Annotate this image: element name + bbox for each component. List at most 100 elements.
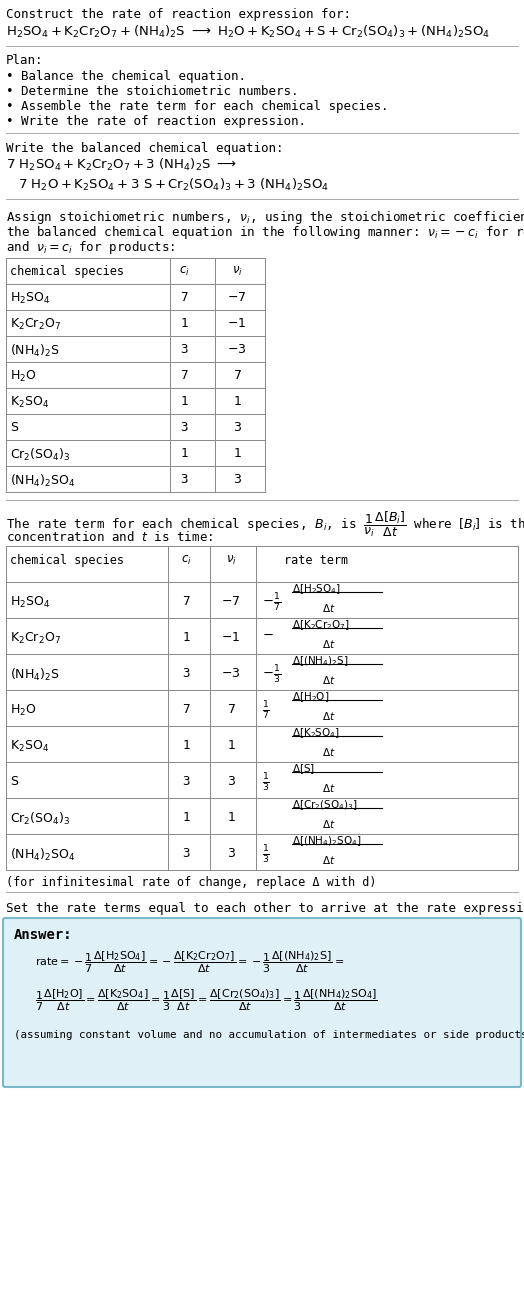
Text: $3$: $3$ [226, 848, 235, 861]
Text: $c_i$: $c_i$ [181, 554, 191, 567]
Text: 3: 3 [182, 848, 190, 861]
Text: $\mathrm{H_2SO_4}$: $\mathrm{H_2SO_4}$ [10, 594, 50, 610]
Text: 7: 7 [182, 594, 190, 607]
Text: chemical species: chemical species [10, 554, 124, 567]
Text: $-7$: $-7$ [227, 291, 247, 304]
Text: $\mathrm{7\ H_2O + K_2SO_4 + 3\ S + Cr_2(SO_4)_3 + 3\ (NH_4)_2SO_4}$: $\mathrm{7\ H_2O + K_2SO_4 + 3\ S + Cr_2… [18, 177, 329, 193]
Text: 3: 3 [182, 667, 190, 680]
Text: 1: 1 [180, 317, 188, 330]
Text: $3$: $3$ [233, 472, 242, 485]
Text: 1: 1 [182, 739, 190, 752]
Text: $1$: $1$ [226, 739, 235, 752]
Text: $\Delta t$: $\Delta t$ [322, 781, 335, 794]
Text: • Assemble the rate term for each chemical species.: • Assemble the rate term for each chemic… [6, 100, 388, 113]
Text: $\mathrm{Cr_2(SO_4)_3}$: $\mathrm{Cr_2(SO_4)_3}$ [10, 811, 70, 827]
Text: $\nu_i$: $\nu_i$ [226, 554, 236, 567]
Text: $\mathrm{H_2SO_4}$: $\mathrm{H_2SO_4}$ [10, 291, 50, 306]
Text: Answer:: Answer: [14, 928, 73, 942]
Text: $\Delta[\mathrm{S}]$: $\Delta[\mathrm{S}]$ [292, 762, 315, 776]
Text: $\Delta t$: $\Delta t$ [322, 710, 335, 722]
Text: $\frac{1}{7}$: $\frac{1}{7}$ [262, 700, 270, 722]
Text: $\mathrm{(NH_4)_2S}$: $\mathrm{(NH_4)_2S}$ [10, 667, 60, 683]
Text: $\Delta t$: $\Delta t$ [322, 602, 335, 614]
Text: $-3$: $-3$ [221, 667, 241, 680]
Text: $-1$: $-1$ [227, 317, 247, 330]
Text: $\ $: $\ $ [262, 807, 264, 822]
Text: • Determine the stoichiometric numbers.: • Determine the stoichiometric numbers. [6, 84, 299, 99]
Text: $\Delta[\mathrm{K_2SO_4}]$: $\Delta[\mathrm{K_2SO_4}]$ [292, 726, 340, 740]
Text: and $\nu_i = c_i$ for products:: and $\nu_i = c_i$ for products: [6, 239, 175, 256]
Text: concentration and $t$ is time:: concentration and $t$ is time: [6, 530, 213, 544]
Text: $c_i$: $c_i$ [179, 265, 189, 278]
Text: $-\frac{1}{7}$: $-\frac{1}{7}$ [262, 592, 281, 614]
Text: The rate term for each chemical species, $B_i$, is $\dfrac{1}{\nu_i}\dfrac{\Delt: The rate term for each chemical species,… [6, 510, 524, 539]
Text: $\mathrm{(NH_4)_2SO_4}$: $\mathrm{(NH_4)_2SO_4}$ [10, 472, 75, 489]
Text: $-$: $-$ [262, 628, 274, 641]
Text: 1: 1 [182, 811, 190, 824]
Text: $\Delta[\mathrm{Cr_2(SO_4)_3}]$: $\Delta[\mathrm{Cr_2(SO_4)_3}]$ [292, 798, 358, 811]
Text: (assuming constant volume and no accumulation of intermediates or side products): (assuming constant volume and no accumul… [14, 1031, 524, 1040]
Text: Plan:: Plan: [6, 55, 43, 67]
Text: $\mathrm{S}$: $\mathrm{S}$ [10, 421, 19, 434]
Text: 3: 3 [180, 343, 188, 356]
Text: $\Delta t$: $\Delta t$ [322, 854, 335, 866]
Text: Write the balanced chemical equation:: Write the balanced chemical equation: [6, 141, 283, 154]
Text: $\frac{1}{3}$: $\frac{1}{3}$ [262, 844, 270, 866]
Text: $3$: $3$ [226, 775, 235, 788]
Text: • Write the rate of reaction expression.: • Write the rate of reaction expression. [6, 116, 306, 129]
Text: $\Delta t$: $\Delta t$ [322, 818, 335, 829]
Text: • Balance the chemical equation.: • Balance the chemical equation. [6, 70, 246, 83]
Text: $\frac{1}{3}$: $\frac{1}{3}$ [262, 772, 270, 794]
Text: 3: 3 [182, 775, 190, 788]
Text: $7$: $7$ [226, 704, 235, 716]
Text: 7: 7 [180, 369, 188, 382]
Text: $-3$: $-3$ [227, 343, 247, 356]
Text: $\Delta t$: $\Delta t$ [322, 746, 335, 758]
Text: $\Delta[\mathrm{K_2Cr_2O_7}]$: $\Delta[\mathrm{K_2Cr_2O_7}]$ [292, 618, 350, 632]
Text: 7: 7 [180, 291, 188, 304]
Text: $\nu_i$: $\nu_i$ [232, 265, 243, 278]
Text: 1: 1 [182, 631, 190, 644]
Text: $\Delta[\mathrm{H_2SO_4}]$: $\Delta[\mathrm{H_2SO_4}]$ [292, 582, 341, 596]
Text: chemical species: chemical species [10, 265, 124, 278]
Text: $\mathrm{S}$: $\mathrm{S}$ [10, 775, 19, 788]
Text: Set the rate terms equal to each other to arrive at the rate expression:: Set the rate terms equal to each other t… [6, 902, 524, 915]
Text: $1$: $1$ [226, 811, 235, 824]
Text: $\Delta[\mathrm{(NH_4)_2S}]$: $\Delta[\mathrm{(NH_4)_2S}]$ [292, 654, 348, 667]
Text: $-\frac{1}{3}$: $-\frac{1}{3}$ [262, 665, 281, 687]
Text: $1$: $1$ [233, 447, 242, 459]
Text: 3: 3 [180, 421, 188, 434]
Text: $\mathrm{H_2O}$: $\mathrm{H_2O}$ [10, 704, 37, 718]
Text: $\mathrm{K_2Cr_2O_7}$: $\mathrm{K_2Cr_2O_7}$ [10, 631, 61, 646]
Text: $\mathrm{(NH_4)_2S}$: $\mathrm{(NH_4)_2S}$ [10, 343, 60, 360]
Text: $\mathrm{K_2SO_4}$: $\mathrm{K_2SO_4}$ [10, 739, 49, 754]
Text: Construct the rate of reaction expression for:: Construct the rate of reaction expressio… [6, 8, 351, 21]
Text: $\mathrm{Cr_2(SO_4)_3}$: $\mathrm{Cr_2(SO_4)_3}$ [10, 447, 70, 463]
Text: the balanced chemical equation in the following manner: $\nu_i = -c_i$ for react: the balanced chemical equation in the fo… [6, 225, 524, 241]
Text: $\mathrm{rate} = -\dfrac{1}{7}\dfrac{\Delta[\mathrm{H_2SO_4}]}{\Delta t} = -\dfr: $\mathrm{rate} = -\dfrac{1}{7}\dfrac{\De… [35, 950, 344, 976]
Text: (for infinitesimal rate of change, replace Δ with d): (for infinitesimal rate of change, repla… [6, 876, 377, 889]
Text: Assign stoichiometric numbers, $\nu_i$, using the stoichiometric coefficients, $: Assign stoichiometric numbers, $\nu_i$, … [6, 209, 524, 226]
Text: $\mathrm{K_2SO_4}$: $\mathrm{K_2SO_4}$ [10, 395, 49, 410]
Text: $\Delta[\mathrm{H_2O}]$: $\Delta[\mathrm{H_2O}]$ [292, 691, 330, 704]
Text: $1$: $1$ [233, 395, 242, 408]
Text: 1: 1 [180, 447, 188, 459]
Text: 3: 3 [180, 472, 188, 485]
Text: $-1$: $-1$ [221, 631, 241, 644]
Text: $7$: $7$ [233, 369, 242, 382]
Text: 1: 1 [180, 395, 188, 408]
Text: rate term: rate term [284, 554, 348, 567]
Text: $\mathrm{(NH_4)_2SO_4}$: $\mathrm{(NH_4)_2SO_4}$ [10, 848, 75, 863]
Text: $\ $: $\ $ [262, 736, 264, 749]
Text: $\mathrm{H_2O}$: $\mathrm{H_2O}$ [10, 369, 37, 384]
Text: $\mathrm{K_2Cr_2O_7}$: $\mathrm{K_2Cr_2O_7}$ [10, 317, 61, 332]
Text: $\Delta[\mathrm{(NH_4)_2SO_4}]$: $\Delta[\mathrm{(NH_4)_2SO_4}]$ [292, 835, 362, 848]
Text: $\Delta t$: $\Delta t$ [322, 674, 335, 687]
Text: $3$: $3$ [233, 421, 242, 434]
Text: $\mathrm{7\ H_2SO_4 + K_2Cr_2O_7 + 3\ (NH_4)_2S\ {\longrightarrow}}$: $\mathrm{7\ H_2SO_4 + K_2Cr_2O_7 + 3\ (N… [6, 157, 237, 173]
Text: $-7$: $-7$ [221, 594, 241, 607]
Text: $\dfrac{1}{7}\dfrac{\Delta[\mathrm{H_2O}]}{\Delta t} = \dfrac{\Delta[\mathrm{K_2: $\dfrac{1}{7}\dfrac{\Delta[\mathrm{H_2O}… [35, 988, 378, 1014]
Text: $\Delta t$: $\Delta t$ [322, 639, 335, 650]
FancyBboxPatch shape [3, 918, 521, 1086]
Text: $\mathrm{H_2SO_4 + K_2Cr_2O_7 + (NH_4)_2S}$$\mathrm{\ {\longrightarrow}\ H_2O + : $\mathrm{H_2SO_4 + K_2Cr_2O_7 + (NH_4)_2… [6, 23, 490, 40]
